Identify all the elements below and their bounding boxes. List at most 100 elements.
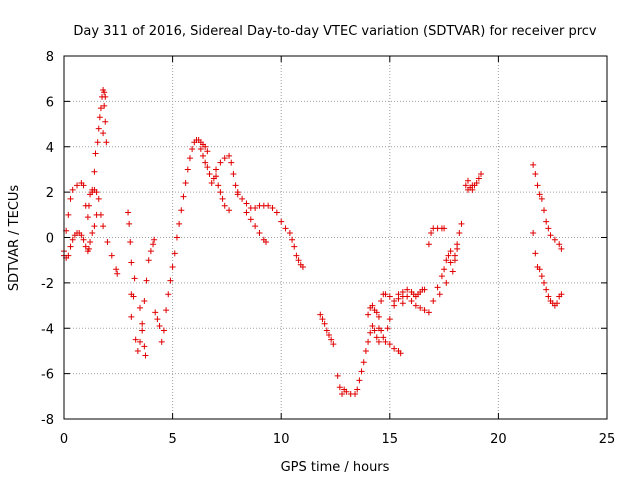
data-point-marker — [441, 266, 448, 273]
data-point-marker — [293, 252, 300, 259]
y-tick-label: 0 — [46, 232, 54, 247]
data-point-marker — [65, 211, 72, 218]
data-point-marker — [532, 170, 539, 177]
data-point-marker — [328, 336, 335, 343]
data-point-marker — [436, 291, 443, 298]
data-point-marker — [358, 368, 365, 375]
data-point-marker — [323, 327, 330, 334]
data-point-marker — [226, 152, 233, 159]
data-point-marker — [554, 300, 561, 307]
data-point-marker — [538, 273, 545, 280]
data-point-marker — [330, 341, 337, 348]
data-point-marker — [378, 298, 385, 305]
data-point-marker — [443, 257, 450, 264]
data-point-marker — [232, 182, 239, 189]
data-point-marker — [551, 236, 558, 243]
x-tick-label: 25 — [599, 432, 616, 447]
data-point-marker — [425, 309, 432, 316]
data-point-marker — [454, 241, 461, 248]
data-point-marker — [202, 143, 209, 150]
data-point-marker — [391, 345, 398, 352]
data-point-marker — [530, 229, 537, 236]
data-point-marker — [100, 223, 107, 230]
data-point-marker — [397, 350, 404, 357]
data-point-marker — [137, 338, 144, 345]
data-point-marker — [206, 170, 213, 177]
data-point-marker — [230, 170, 237, 177]
data-point-marker — [336, 384, 343, 391]
data-point-marker — [547, 232, 554, 239]
data-point-marker — [171, 250, 178, 257]
data-point-marker — [456, 229, 463, 236]
series-main-hump — [152, 136, 211, 345]
data-point-marker — [352, 391, 359, 398]
data-point-marker — [139, 327, 146, 334]
data-point-marker — [200, 152, 207, 159]
data-point-marker — [108, 252, 115, 259]
data-point-marker — [150, 241, 157, 248]
y-tick-label: -4 — [41, 322, 54, 337]
data-point-marker — [178, 207, 185, 214]
data-point-marker — [534, 182, 541, 189]
data-point-marker — [282, 225, 289, 232]
data-point-marker — [558, 245, 565, 252]
data-point-marker — [430, 298, 437, 305]
data-point-marker — [128, 259, 135, 266]
data-point-marker — [143, 277, 150, 284]
data-point-marker — [204, 148, 211, 155]
data-point-marker — [469, 186, 476, 193]
data-point-marker — [215, 182, 222, 189]
data-point-marker — [101, 102, 108, 109]
x-axis-label: GPS time / hours — [281, 460, 390, 475]
data-point-marker — [142, 352, 149, 359]
series-dip-3-4-h — [125, 209, 158, 359]
data-point-marker — [375, 338, 382, 345]
data-point-marker — [243, 209, 250, 216]
y-tick-label: 8 — [46, 50, 54, 65]
data-point-marker — [319, 316, 326, 323]
data-point-marker — [404, 293, 411, 300]
data-point-marker — [95, 125, 102, 132]
data-point-marker — [97, 105, 104, 112]
data-point-marker — [464, 177, 471, 184]
data-point-marker — [184, 166, 191, 173]
series-segment-18-5-19-2-h — [462, 170, 485, 193]
y-tick-label: 6 — [46, 95, 54, 110]
data-point-marker — [462, 182, 469, 189]
data-point-marker — [252, 223, 259, 230]
data-point-marker — [213, 173, 220, 180]
data-point-marker — [87, 239, 94, 246]
data-point-marker — [375, 313, 382, 320]
data-point-marker — [208, 180, 215, 187]
y-tick-label: 4 — [46, 141, 54, 156]
data-point-marker — [339, 391, 346, 398]
data-point-marker — [278, 218, 285, 225]
data-point-marker — [265, 202, 272, 209]
data-point-marker — [386, 341, 393, 348]
data-point-marker — [445, 252, 452, 259]
data-point-marker — [186, 155, 193, 162]
data-point-marker — [103, 139, 110, 146]
data-point-marker — [141, 298, 148, 305]
series-spike — [89, 87, 110, 193]
data-point-marker — [169, 263, 176, 270]
chart-title: Day 311 of 2016, Sidereal Day-to-day VTE… — [73, 24, 597, 39]
series-recovery-upper — [365, 286, 428, 320]
data-point-marker — [545, 293, 552, 300]
data-point-marker — [354, 386, 361, 393]
data-point-marker — [131, 275, 138, 282]
data-point-marker — [102, 118, 109, 125]
data-point-marker — [421, 286, 428, 293]
data-point-marker — [532, 250, 539, 257]
data-point-marker — [221, 155, 228, 162]
data-point-marker — [449, 268, 456, 275]
data-point-marker — [167, 277, 174, 284]
data-point-marker — [102, 93, 109, 100]
data-point-marker — [404, 286, 411, 293]
data-point-marker — [130, 293, 137, 300]
data-point-marker — [475, 175, 482, 182]
data-point-marker — [380, 334, 387, 341]
data-point-marker — [160, 327, 167, 334]
data-point-marker — [204, 164, 211, 171]
